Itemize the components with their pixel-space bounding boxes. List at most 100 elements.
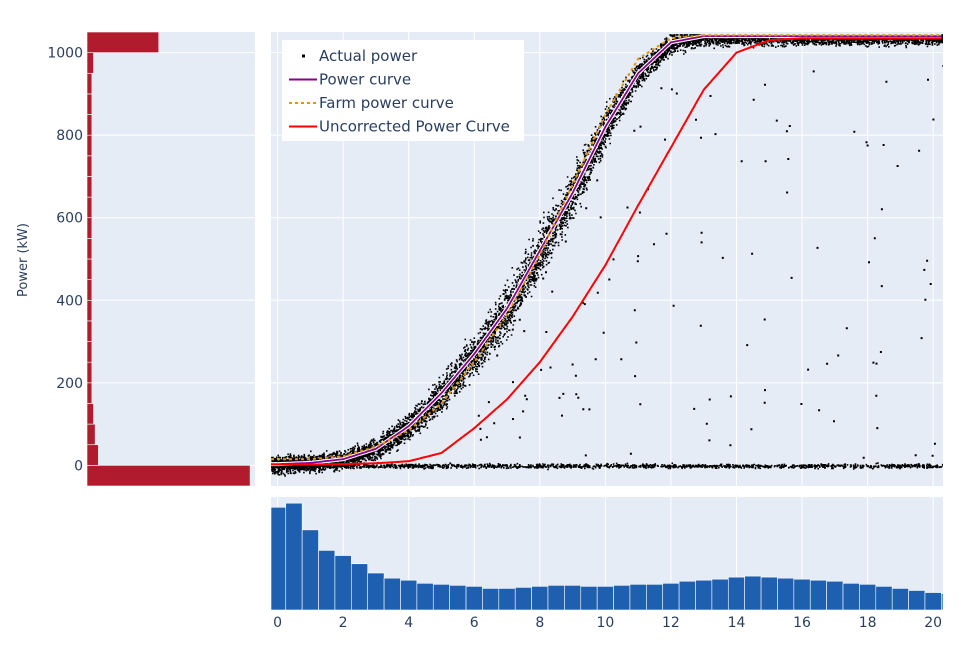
x-tick-label: 6	[470, 615, 479, 631]
wind-histogram-bar	[564, 585, 582, 611]
wind-histogram-bar	[695, 579, 713, 611]
power-histogram-bar	[86, 299, 93, 322]
wind-histogram-bar	[482, 588, 500, 611]
wind-histogram-bar	[941, 593, 944, 611]
wind-histogram-bar	[318, 550, 336, 611]
series-uncorrected-power-curve	[271, 37, 942, 466]
y-tick-label: 200	[56, 376, 83, 392]
wind-histogram-bar	[629, 584, 647, 611]
wind-histogram-bar	[678, 580, 696, 611]
power-histogram-bar	[86, 176, 93, 198]
y-tick-label: 400	[56, 293, 83, 309]
power-histogram-bar	[86, 444, 99, 466]
wind-histogram-bar	[613, 585, 631, 611]
wind-histogram-bar	[760, 576, 778, 611]
wind-histogram-bar	[400, 579, 418, 611]
legend-item: Actual power	[302, 47, 418, 65]
series-farm-power-curve	[271, 34, 942, 461]
wind-histogram-bar	[793, 578, 811, 611]
wind-histogram-bar	[859, 584, 877, 611]
series-line	[271, 37, 942, 466]
wind-histogram-bar	[875, 586, 893, 611]
legend-label: Power curve	[319, 71, 411, 89]
power-histogram-panel	[86, 31, 255, 487]
power-histogram-bar	[86, 258, 93, 280]
wind-histogram-bar	[383, 577, 401, 611]
power-histogram-bar	[86, 320, 93, 342]
x-tick-label: 0	[273, 615, 282, 631]
wind-histogram-bar	[531, 586, 549, 611]
legend-label: Uncorrected Power Curve	[319, 118, 510, 136]
power-histogram-bar	[86, 52, 94, 74]
power-histogram-bar	[86, 423, 96, 446]
wind-histogram-bar	[498, 588, 516, 611]
wind-histogram-bar	[301, 529, 319, 611]
wind-histogram-bar	[367, 572, 385, 611]
wind-histogram-bar	[809, 579, 827, 611]
wind-histogram-bar	[826, 580, 844, 611]
y-axis-title: Power (kW)	[16, 223, 31, 297]
power-histogram-bar	[86, 155, 93, 177]
wind-histogram-bar	[547, 585, 565, 611]
wind-histogram-bar	[449, 585, 467, 611]
wind-histogram-bar	[908, 590, 926, 611]
wind-histogram-bar	[842, 582, 860, 611]
wind-histogram-bar	[727, 576, 745, 611]
power-histogram-background	[87, 32, 255, 486]
x-tick-label: 16	[793, 615, 811, 631]
legend-swatch-dot	[302, 54, 305, 58]
x-tick-label: 14	[728, 615, 746, 631]
x-axis-tick-labels: 0 2 4 6 8 10 12 14 16 18 20	[273, 615, 942, 631]
wind-histogram-bar	[465, 586, 483, 611]
power-histogram-bar	[86, 238, 93, 260]
wind-histogram-bar	[924, 592, 942, 611]
power-histogram-bar	[86, 403, 94, 425]
x-tick-label: 4	[404, 615, 413, 631]
wind-histogram-bar	[432, 584, 450, 611]
wind-histogram-bar	[662, 582, 680, 611]
x-tick-label: 2	[339, 615, 348, 631]
legend: Actual power Power curve Farm power curve U…	[282, 40, 524, 141]
x-tick-label: 20	[924, 615, 942, 631]
power-histogram-bar	[86, 382, 93, 404]
power-histogram-bar	[86, 341, 93, 363]
legend-label: Farm power curve	[319, 94, 454, 112]
power-histogram-bar	[86, 196, 93, 219]
power-histogram-bar	[86, 217, 93, 239]
wind-histogram-bar	[285, 502, 303, 611]
power-histogram-bar	[86, 72, 93, 95]
power-histogram-bar	[86, 465, 251, 487]
y-tick-label: 1000	[47, 46, 83, 62]
x-tick-label: 18	[859, 615, 877, 631]
power-histogram-bar	[86, 93, 93, 115]
power-histogram-bar	[86, 361, 93, 384]
wind-histogram-bar	[777, 577, 795, 611]
legend-item: Uncorrected Power Curve	[289, 118, 510, 136]
x-tick-label: 12	[662, 615, 680, 631]
x-tick-label: 10	[596, 615, 614, 631]
power-histogram-bar	[86, 279, 93, 301]
y-tick-label: 600	[56, 211, 83, 227]
x-tick-label: 8	[535, 615, 544, 631]
series-line	[271, 34, 942, 461]
legend-box	[282, 40, 524, 141]
wind-histogram-bar	[514, 587, 532, 611]
legend-label: Actual power	[319, 47, 418, 65]
wind-histogram-bar	[596, 586, 614, 611]
wind-histogram-bar	[351, 563, 369, 611]
y-tick-label: 0	[74, 458, 83, 474]
wind-histogram-bar	[270, 506, 287, 611]
wind-histogram-bar	[646, 584, 664, 611]
wind-histogram-bar	[416, 582, 434, 611]
power-histogram-bar	[86, 134, 93, 157]
wind-histogram-bar	[334, 555, 352, 611]
wind-histogram-bar	[891, 588, 909, 611]
power-histogram-bar	[86, 31, 160, 53]
y-axis-tick-labels: 0 200 400 600 800 1000	[47, 46, 83, 475]
wind-speed-histogram-panel	[270, 497, 944, 611]
y-tick-label: 800	[56, 128, 83, 144]
wind-histogram-bar	[711, 578, 729, 611]
wind-histogram-bar	[744, 575, 762, 611]
legend-item: Farm power curve	[289, 94, 454, 112]
